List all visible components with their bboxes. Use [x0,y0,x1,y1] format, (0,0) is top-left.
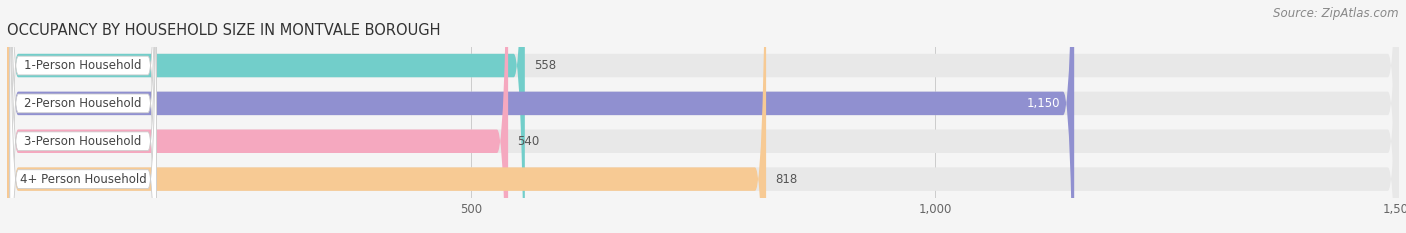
Text: 1,150: 1,150 [1026,97,1060,110]
Text: 4+ Person Household: 4+ Person Household [20,173,146,186]
Text: 3-Person Household: 3-Person Household [24,135,142,148]
Text: OCCUPANCY BY HOUSEHOLD SIZE IN MONTVALE BOROUGH: OCCUPANCY BY HOUSEHOLD SIZE IN MONTVALE … [7,24,440,38]
FancyBboxPatch shape [10,0,156,233]
FancyBboxPatch shape [7,0,766,233]
FancyBboxPatch shape [7,0,1399,233]
Text: 818: 818 [775,173,797,186]
FancyBboxPatch shape [10,0,156,233]
FancyBboxPatch shape [7,0,1399,233]
Text: 558: 558 [534,59,557,72]
Text: 1-Person Household: 1-Person Household [24,59,142,72]
FancyBboxPatch shape [7,0,508,233]
FancyBboxPatch shape [7,0,1399,233]
FancyBboxPatch shape [7,0,1074,233]
FancyBboxPatch shape [7,0,1399,233]
Text: 540: 540 [517,135,540,148]
FancyBboxPatch shape [10,0,156,233]
Text: Source: ZipAtlas.com: Source: ZipAtlas.com [1274,7,1399,20]
FancyBboxPatch shape [7,0,524,233]
FancyBboxPatch shape [10,0,156,233]
Text: 2-Person Household: 2-Person Household [24,97,142,110]
